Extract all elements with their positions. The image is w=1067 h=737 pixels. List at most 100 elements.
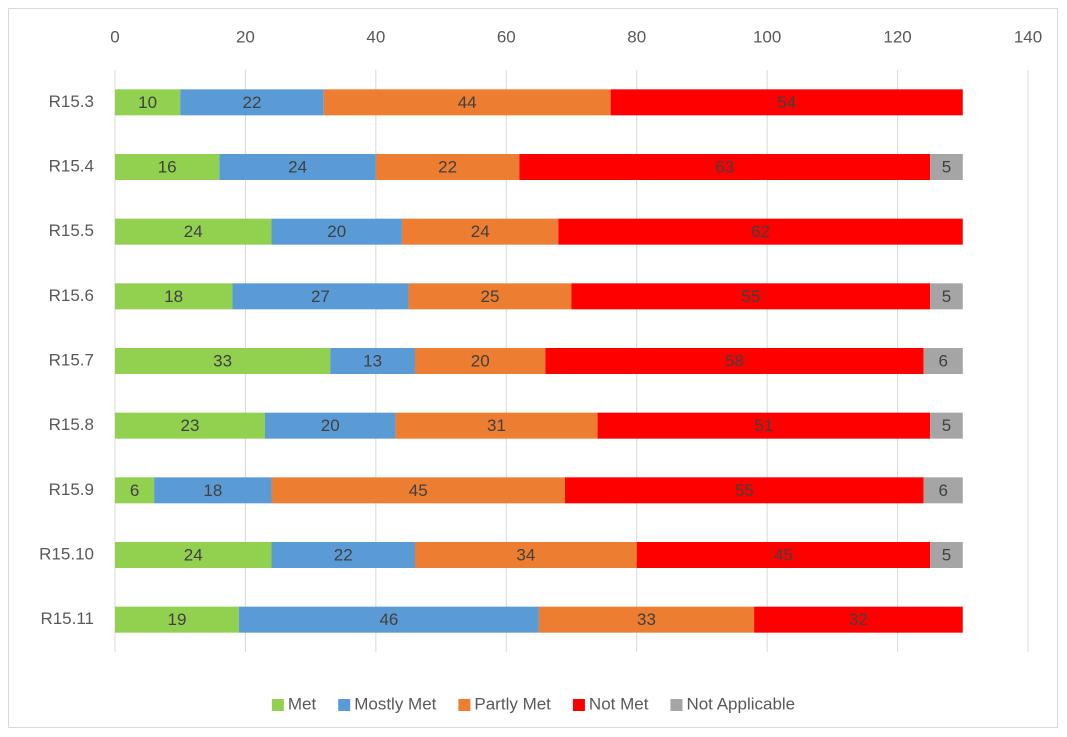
bar-segment (115, 218, 272, 245)
bar-segment (636, 542, 931, 568)
y-tick-label: R15.7 (49, 350, 94, 369)
bar-segment (930, 412, 963, 439)
bar-segment (115, 348, 331, 374)
data-label: 20 (471, 351, 490, 370)
x-tick-label: 80 (627, 27, 646, 46)
data-label: 20 (327, 222, 346, 241)
x-tick-label: 0 (110, 27, 119, 46)
x-tick-label: 140 (1014, 27, 1042, 46)
data-label: 45 (774, 545, 793, 564)
data-label: 24 (288, 157, 307, 176)
data-label: 24 (184, 222, 203, 241)
legend: Met Mostly Met Partly Met Not Met Not Applic… (271, 694, 795, 713)
bar-segment (115, 283, 233, 310)
legend-label: Not Applicable (686, 694, 795, 713)
bar-segment (395, 412, 598, 439)
bar-segment (238, 606, 539, 633)
data-label: 44 (458, 93, 477, 112)
bar-segment (264, 412, 396, 439)
bar-segment (330, 348, 415, 374)
bar-segment (564, 477, 924, 504)
data-label: 33 (637, 610, 656, 629)
legend-label: Partly Met (474, 694, 551, 713)
y-tick-label: R15.9 (49, 480, 94, 499)
bar-segment (115, 542, 272, 568)
data-label: 34 (516, 545, 535, 564)
data-label: 22 (334, 545, 353, 564)
bar-segment (923, 348, 963, 374)
bar-segment (923, 477, 963, 504)
bar-segment (219, 154, 376, 180)
data-label: 13 (363, 351, 382, 370)
legend-label: Not Met (589, 694, 649, 713)
bar-segment (401, 218, 559, 245)
legend-swatch (271, 699, 284, 711)
data-label: 27 (311, 287, 330, 306)
bar-segment (519, 154, 931, 180)
data-label: 54 (777, 93, 796, 112)
y-tick-label: R15.10 (39, 544, 94, 563)
bar-segment (271, 477, 565, 504)
legend-swatch (458, 699, 471, 711)
data-label: 5 (942, 157, 951, 176)
data-label: 32 (849, 610, 868, 629)
bar-segment (375, 154, 520, 180)
data-label: 45 (409, 481, 428, 500)
bar-segment (930, 283, 963, 310)
bar-segment (610, 89, 963, 116)
y-tick-label: R15.11 (40, 609, 94, 628)
data-label: 51 (754, 416, 773, 435)
data-label: 24 (471, 222, 490, 241)
data-label: 6 (130, 481, 139, 500)
x-tick-label: 20 (236, 27, 255, 46)
bar-segment (414, 542, 637, 568)
x-tick-label: 120 (883, 27, 911, 46)
data-label: 33 (213, 351, 232, 370)
data-label: 58 (725, 351, 744, 370)
data-label: 5 (942, 287, 951, 306)
bar-segment (754, 606, 963, 633)
bar-segment (558, 218, 963, 245)
legend-label: Met (288, 694, 317, 713)
data-label: 5 (942, 416, 951, 435)
bar-segment (115, 89, 181, 116)
y-tick-label: R15.3 (49, 92, 94, 111)
y-tick-label: R15.5 (49, 221, 94, 240)
bar-segment (115, 154, 220, 180)
bar-segment (115, 412, 265, 439)
bar-segment (271, 218, 402, 245)
data-label: 62 (751, 222, 770, 241)
bar-segment (930, 542, 963, 568)
legend-swatch (338, 699, 351, 711)
bar-segment (597, 412, 931, 439)
y-tick-label: R15.6 (49, 286, 94, 305)
bar-segment (930, 154, 963, 180)
data-label: 23 (181, 416, 200, 435)
data-label: 63 (715, 157, 734, 176)
legend-label: Mostly Met (354, 694, 436, 713)
y-tick-label: R15.8 (49, 415, 94, 434)
data-label: 55 (741, 287, 760, 306)
data-label: 18 (164, 287, 183, 306)
data-label: 6 (938, 351, 947, 370)
bar-segment (232, 283, 409, 310)
data-label: 22 (438, 157, 457, 176)
data-label: 55 (735, 481, 754, 500)
bar-segment (180, 89, 324, 116)
data-label: 19 (167, 610, 186, 629)
data-label: 20 (321, 416, 340, 435)
y-tick-label: R15.4 (49, 156, 94, 175)
data-label: 10 (138, 93, 157, 112)
data-label: 31 (487, 416, 506, 435)
x-tick-label: 100 (753, 27, 781, 46)
bar-segment (414, 348, 546, 374)
x-tick-label: 60 (497, 27, 516, 46)
data-label: 6 (938, 481, 947, 500)
bar-segment (545, 348, 924, 374)
data-label: 5 (942, 545, 951, 564)
bar-segment (271, 542, 415, 568)
data-label: 22 (242, 93, 261, 112)
bar-segment (538, 606, 755, 633)
bar-segment (154, 477, 272, 504)
